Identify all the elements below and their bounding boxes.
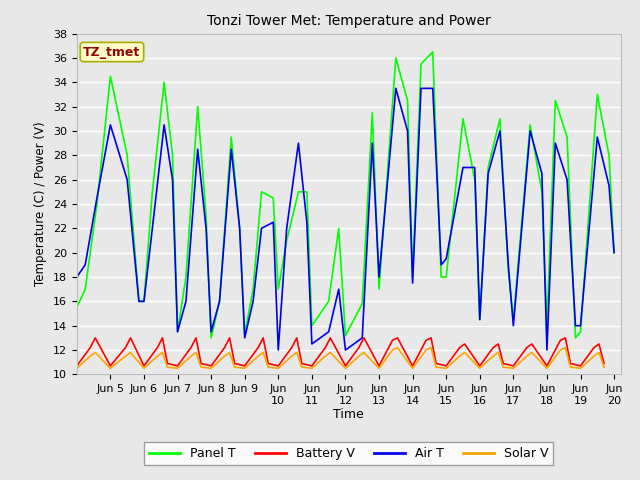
Battery V [92, 335, 99, 341]
Solar V [456, 353, 463, 359]
Panel T [429, 49, 436, 55]
Panel T [611, 250, 618, 255]
Battery V [73, 363, 81, 369]
Battery V [600, 360, 608, 366]
Air T [471, 165, 479, 170]
Battery V [122, 345, 129, 350]
Line: Solar V: Solar V [77, 348, 604, 368]
Panel T [73, 305, 81, 311]
Line: Battery V: Battery V [77, 338, 604, 366]
Panel T [93, 201, 100, 207]
Battery V [298, 360, 306, 366]
Battery V [226, 335, 234, 341]
Solar V [106, 365, 114, 371]
Legend: Panel T, Battery V, Air T, Solar V: Panel T, Battery V, Air T, Solar V [144, 442, 554, 465]
Battery V [456, 345, 463, 350]
Battery V [442, 363, 450, 369]
Solar V [600, 364, 608, 370]
Air T [611, 250, 618, 255]
Battery V [106, 363, 114, 369]
Air T [93, 195, 100, 201]
Solar V [92, 349, 99, 355]
Air T [392, 85, 399, 91]
Y-axis label: Temperature (C) / Power (V): Temperature (C) / Power (V) [35, 122, 47, 286]
Panel T [207, 335, 215, 341]
Air T [216, 299, 223, 304]
Title: Tonzi Tower Met: Temperature and Power: Tonzi Tower Met: Temperature and Power [207, 14, 491, 28]
Air T [303, 219, 310, 225]
Air T [459, 165, 467, 170]
Solar V [293, 349, 301, 355]
Solar V [73, 365, 81, 371]
Panel T [303, 189, 310, 195]
Panel T [459, 116, 467, 121]
Solar V [394, 345, 401, 350]
Solar V [221, 353, 228, 359]
Air T [106, 122, 114, 128]
Line: Panel T: Panel T [77, 52, 614, 338]
Text: TZ_tmet: TZ_tmet [83, 46, 141, 59]
Panel T [471, 177, 479, 182]
Panel T [227, 134, 235, 140]
Air T [275, 347, 282, 353]
Solar V [442, 365, 450, 371]
Line: Air T: Air T [77, 88, 614, 350]
Air T [73, 274, 81, 280]
X-axis label: Time: Time [333, 408, 364, 421]
Panel T [106, 73, 114, 79]
